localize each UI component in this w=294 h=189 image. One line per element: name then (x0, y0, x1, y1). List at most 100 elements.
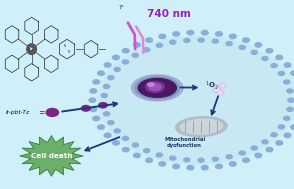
Circle shape (122, 147, 129, 152)
Circle shape (114, 67, 120, 71)
Circle shape (284, 80, 290, 84)
Circle shape (101, 103, 107, 107)
Circle shape (276, 55, 283, 60)
Circle shape (287, 107, 293, 111)
Ellipse shape (138, 78, 176, 97)
Circle shape (89, 98, 96, 102)
Circle shape (113, 141, 119, 145)
Circle shape (251, 50, 257, 54)
Circle shape (170, 156, 176, 160)
Circle shape (144, 48, 150, 52)
Ellipse shape (135, 77, 180, 99)
Circle shape (266, 147, 273, 152)
Circle shape (213, 87, 221, 92)
Circle shape (284, 63, 291, 67)
Circle shape (184, 158, 190, 162)
Circle shape (229, 34, 236, 39)
Circle shape (219, 83, 226, 88)
Circle shape (173, 164, 180, 169)
Text: =: = (39, 108, 45, 117)
Circle shape (98, 125, 104, 129)
Circle shape (122, 136, 128, 140)
Circle shape (122, 60, 128, 64)
Circle shape (198, 38, 204, 42)
Circle shape (212, 157, 218, 161)
Circle shape (284, 133, 291, 138)
Circle shape (266, 49, 273, 53)
Circle shape (216, 164, 222, 169)
Text: Ir-pbt-Tz: Ir-pbt-Tz (6, 110, 30, 115)
Circle shape (132, 53, 138, 57)
Circle shape (187, 30, 194, 35)
Circle shape (108, 121, 114, 125)
Ellipse shape (145, 81, 165, 92)
Circle shape (239, 151, 245, 155)
Circle shape (221, 84, 225, 87)
Text: $^1$O$_2$: $^1$O$_2$ (205, 79, 219, 92)
Ellipse shape (176, 117, 227, 137)
Ellipse shape (180, 119, 223, 134)
Circle shape (93, 80, 100, 84)
Ellipse shape (149, 83, 161, 91)
Circle shape (133, 153, 140, 158)
Circle shape (104, 63, 111, 67)
Circle shape (226, 155, 232, 159)
Circle shape (101, 94, 107, 98)
Polygon shape (20, 136, 83, 176)
Circle shape (146, 158, 153, 162)
Circle shape (291, 125, 294, 129)
Circle shape (170, 40, 176, 44)
Circle shape (276, 141, 283, 145)
Circle shape (201, 166, 208, 170)
Circle shape (284, 116, 290, 120)
Circle shape (243, 158, 249, 162)
Circle shape (144, 149, 150, 153)
Circle shape (291, 71, 294, 75)
Circle shape (198, 158, 204, 162)
Circle shape (262, 140, 268, 144)
Circle shape (156, 43, 162, 47)
Ellipse shape (132, 75, 183, 101)
Circle shape (219, 91, 222, 94)
Circle shape (108, 76, 114, 80)
Circle shape (239, 45, 245, 49)
Circle shape (255, 153, 262, 158)
Circle shape (93, 116, 100, 121)
Circle shape (278, 125, 284, 129)
Circle shape (146, 38, 153, 42)
Circle shape (98, 36, 294, 164)
Circle shape (173, 32, 180, 36)
Circle shape (184, 39, 190, 43)
Circle shape (46, 108, 59, 116)
Circle shape (216, 32, 222, 36)
Text: Mitochondrial
dysfunction: Mitochondrial dysfunction (164, 137, 205, 148)
Circle shape (103, 84, 110, 88)
Circle shape (226, 42, 232, 46)
Circle shape (156, 153, 162, 157)
Circle shape (159, 34, 166, 39)
Circle shape (159, 162, 166, 166)
Circle shape (132, 143, 138, 147)
Circle shape (271, 64, 277, 68)
Circle shape (251, 146, 257, 150)
Text: Cell death: Cell death (31, 153, 72, 159)
Circle shape (229, 162, 236, 166)
Ellipse shape (148, 83, 154, 86)
Circle shape (90, 107, 97, 112)
Circle shape (262, 57, 268, 60)
Circle shape (103, 112, 110, 116)
Circle shape (255, 43, 262, 47)
Circle shape (201, 30, 208, 35)
Circle shape (271, 133, 277, 137)
Circle shape (215, 88, 219, 91)
Circle shape (133, 43, 140, 47)
Circle shape (212, 39, 218, 43)
Circle shape (114, 129, 120, 133)
Circle shape (98, 71, 104, 75)
Circle shape (104, 133, 111, 138)
Circle shape (90, 89, 97, 93)
Text: 740 nm: 740 nm (147, 9, 191, 19)
Circle shape (113, 55, 119, 60)
Circle shape (99, 103, 107, 108)
Circle shape (288, 98, 294, 102)
